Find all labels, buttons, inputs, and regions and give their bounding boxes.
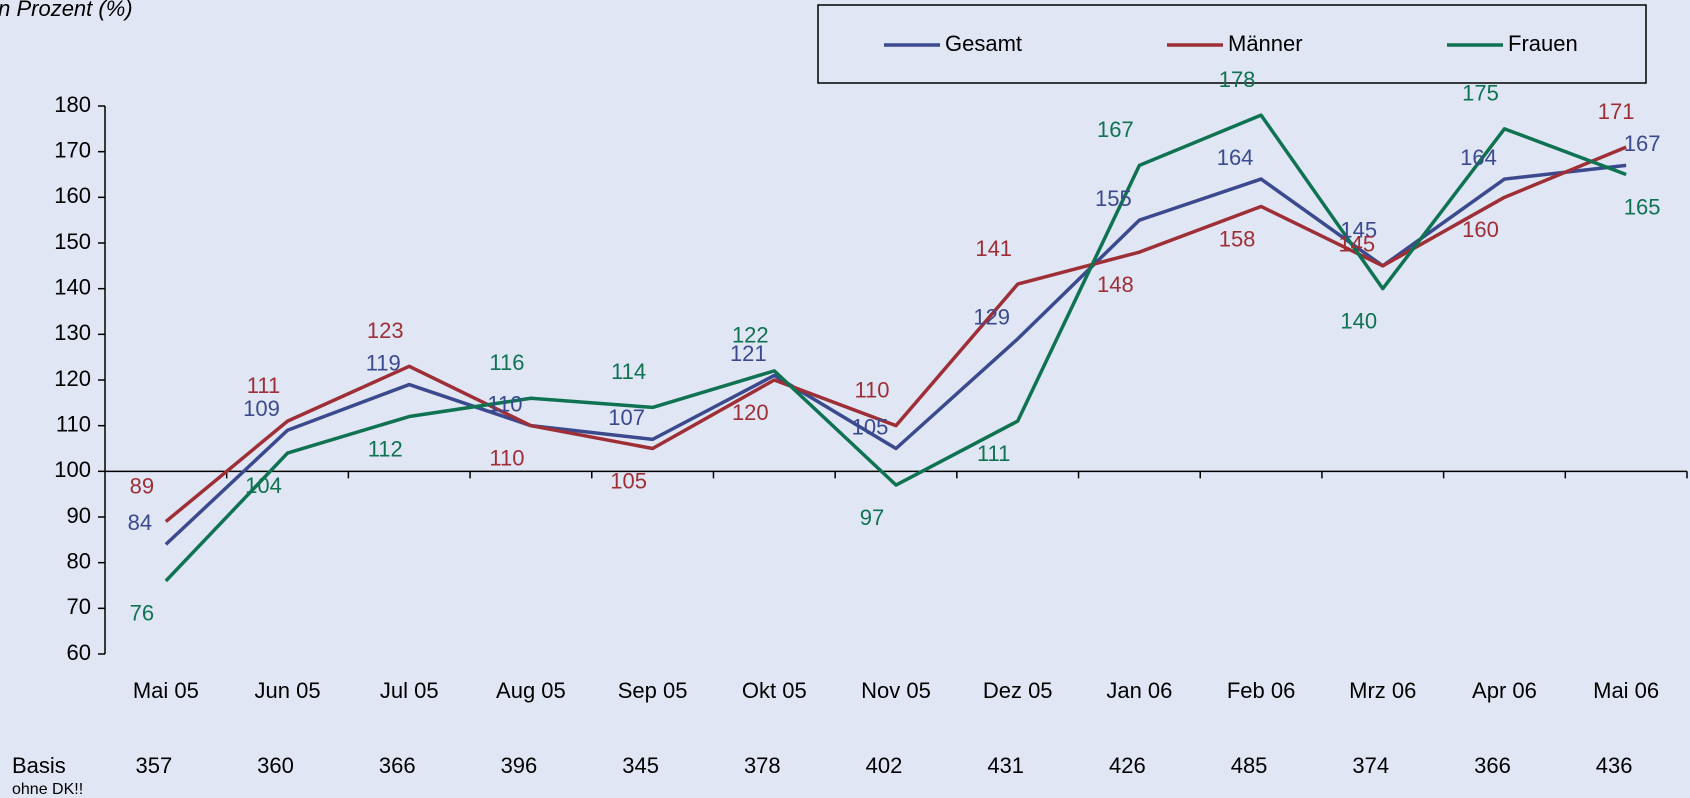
x-tick-label: Mai 06 — [1593, 678, 1659, 703]
y-tick-label: 130 — [54, 320, 91, 345]
x-tick-label: Aug 05 — [496, 678, 566, 703]
data-label: 121 — [730, 341, 767, 366]
basis-value: 360 — [257, 753, 294, 778]
basis-value: 485 — [1231, 753, 1268, 778]
data-label: 178 — [1219, 67, 1256, 92]
data-label: 89 — [130, 473, 154, 498]
data-label: 84 — [128, 510, 152, 535]
basis-label: Basis — [12, 753, 66, 778]
y-tick-label: 110 — [56, 411, 91, 436]
data-label: 167 — [1624, 131, 1661, 156]
data-label: 145 — [1340, 218, 1377, 243]
basis-value: 345 — [622, 753, 659, 778]
data-label: 105 — [610, 468, 647, 493]
y-tick-label: 170 — [54, 137, 91, 162]
data-label: 167 — [1097, 117, 1134, 142]
data-label: 114 — [611, 359, 646, 384]
basis-value: 378 — [744, 753, 781, 778]
data-label: 111 — [247, 373, 280, 398]
legend-label: Gesamt — [945, 31, 1022, 56]
data-label: 104 — [245, 473, 282, 498]
y-tick-label: 90 — [67, 503, 91, 528]
data-label: 164 — [1217, 145, 1254, 170]
data-label: 110 — [489, 445, 524, 470]
basis-value: 431 — [987, 753, 1024, 778]
data-label: 165 — [1624, 194, 1661, 219]
x-tick-label: Jan 06 — [1106, 678, 1172, 703]
data-label: 155 — [1095, 186, 1132, 211]
basis-value: 426 — [1109, 753, 1146, 778]
x-tick-label: Jul 05 — [380, 678, 439, 703]
y-tick-label: 180 — [54, 92, 91, 117]
data-label: 109 — [243, 396, 280, 421]
data-label: 105 — [852, 414, 889, 439]
data-label: 119 — [366, 350, 401, 375]
legend-label: Frauen — [1508, 31, 1578, 56]
basis-note: ohne DK!! — [12, 781, 83, 798]
data-label: 145 — [1338, 232, 1375, 257]
data-label: 123 — [367, 318, 404, 343]
data-label: 158 — [1219, 226, 1256, 251]
data-label: 140 — [1340, 308, 1377, 333]
y-tick-label: 70 — [67, 594, 91, 619]
y-tick-label: 120 — [54, 366, 91, 391]
y-tick-label: 60 — [67, 640, 91, 665]
basis-value: 436 — [1596, 753, 1633, 778]
x-tick-label: Mai 05 — [133, 678, 199, 703]
basis-value: 396 — [501, 753, 538, 778]
data-label: 110 — [854, 377, 889, 402]
data-label: 107 — [608, 405, 645, 430]
x-tick-label: Dez 05 — [983, 678, 1053, 703]
legend-box — [817, 4, 1647, 84]
data-label: 175 — [1462, 81, 1499, 106]
data-label: 164 — [1460, 145, 1497, 170]
series-line — [164, 145, 1627, 523]
x-tick-label: Nov 05 — [861, 678, 931, 703]
x-tick-label: Mrz 06 — [1349, 678, 1416, 703]
x-tick-label: Jun 05 — [255, 678, 321, 703]
y-tick-label: 140 — [54, 274, 91, 299]
data-label: 129 — [973, 305, 1010, 330]
data-label: 111 — [977, 441, 1010, 466]
y-tick-label: 150 — [54, 229, 91, 254]
basis-value: 374 — [1352, 753, 1389, 778]
data-label: 171 — [1598, 99, 1635, 124]
basis-value: 402 — [866, 753, 903, 778]
data-label: 112 — [368, 436, 403, 461]
y-axis-label: In Prozent (%) — [0, 0, 133, 21]
basis-value: 366 — [379, 753, 416, 778]
data-label: 148 — [1097, 272, 1134, 297]
y-tick-label: 160 — [54, 183, 91, 208]
data-label: 76 — [130, 601, 154, 626]
data-label: 110 — [487, 391, 522, 416]
data-label: 120 — [732, 400, 769, 425]
x-tick-label: Feb 06 — [1227, 678, 1296, 703]
series-line — [164, 113, 1627, 583]
y-tick-label: 80 — [67, 548, 91, 573]
data-label: 141 — [975, 236, 1012, 261]
y-tick-label: 100 — [54, 457, 91, 482]
x-tick-label: Okt 05 — [742, 678, 807, 703]
data-label: 97 — [860, 505, 884, 530]
x-tick-label: Apr 06 — [1472, 678, 1537, 703]
basis-value: 357 — [135, 753, 172, 778]
data-label: 122 — [732, 323, 769, 348]
legend-label: Männer — [1228, 31, 1303, 56]
data-label: 160 — [1462, 217, 1499, 242]
data-label: 116 — [489, 350, 524, 375]
x-tick-label: Sep 05 — [618, 678, 688, 703]
basis-value: 366 — [1474, 753, 1511, 778]
